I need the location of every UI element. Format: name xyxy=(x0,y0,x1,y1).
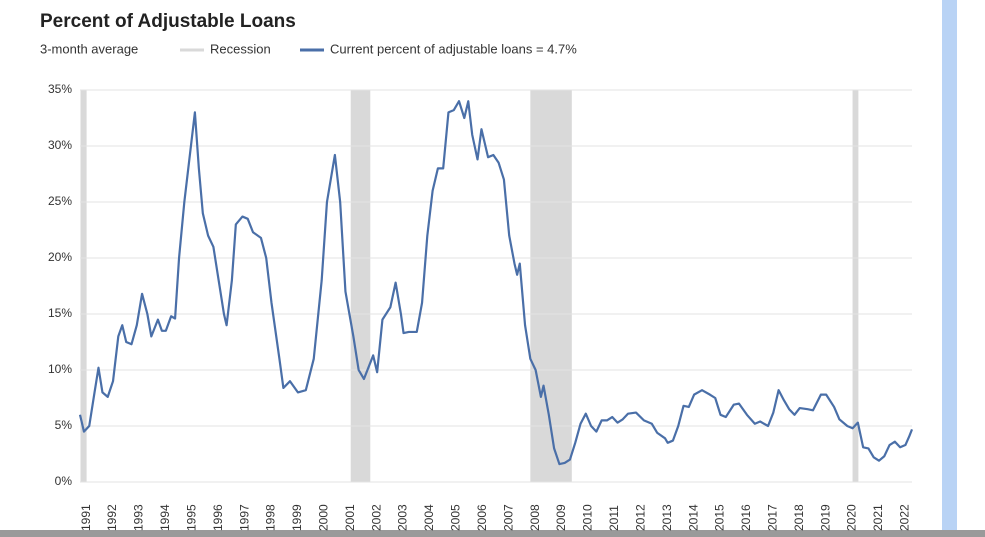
x-tick-label: 2017 xyxy=(766,504,780,531)
x-tick-label: 2002 xyxy=(369,504,383,531)
x-tick-label: 1991 xyxy=(79,504,93,531)
x-tick-label: 2010 xyxy=(581,504,595,531)
x-tick-label: 2008 xyxy=(528,504,542,531)
chart-title: Percent of Adjustable Loans xyxy=(40,11,296,32)
legend-label: Current percent of adjustable loans = 4.… xyxy=(330,41,577,56)
recession-band xyxy=(350,90,371,482)
x-tick-label: 1996 xyxy=(211,504,225,531)
x-tick-label: 2020 xyxy=(845,504,859,531)
recession-band xyxy=(530,90,572,482)
x-tick-label: 2004 xyxy=(422,504,436,531)
x-tick-label: 2018 xyxy=(792,504,806,531)
side-bar xyxy=(942,0,957,537)
x-tick-label: 2007 xyxy=(501,504,515,531)
legend-label: Recession xyxy=(210,41,271,56)
data-line xyxy=(78,100,914,466)
y-tick-label: 0% xyxy=(55,474,73,488)
x-tick-label: 2005 xyxy=(449,504,463,531)
recession-band xyxy=(852,90,859,482)
x-tick-label: 2000 xyxy=(316,504,330,531)
bottom-bar xyxy=(0,530,985,537)
x-tick-label: 2011 xyxy=(607,505,621,531)
y-tick-label: 15% xyxy=(48,306,72,320)
x-tick-label: 2006 xyxy=(475,504,489,531)
x-tick-label: 1994 xyxy=(158,504,172,531)
x-tick-label: 2016 xyxy=(739,504,753,531)
x-tick-label: 1995 xyxy=(184,504,198,531)
x-tick-label: 1993 xyxy=(132,504,146,531)
recession-band xyxy=(80,90,87,482)
x-tick-label: 2009 xyxy=(554,504,568,531)
x-tick-label: 2012 xyxy=(633,504,647,531)
x-tick-label: 1992 xyxy=(105,504,119,531)
subtitle: 3-month average xyxy=(40,41,138,56)
y-tick-label: 25% xyxy=(48,194,72,208)
x-tick-label: 2014 xyxy=(686,504,700,531)
x-tick-label: 2021 xyxy=(871,504,885,531)
x-tick-label: 2013 xyxy=(660,504,674,531)
y-tick-label: 20% xyxy=(48,250,72,264)
x-tick-label: 2022 xyxy=(898,504,912,531)
x-tick-label: 2019 xyxy=(818,504,832,531)
x-tick-label: 2003 xyxy=(396,504,410,531)
y-tick-label: 10% xyxy=(48,362,72,376)
x-tick-label: 2001 xyxy=(343,504,357,531)
x-tick-label: 1999 xyxy=(290,504,304,531)
x-tick-label: 2015 xyxy=(713,504,727,531)
x-tick-label: 1997 xyxy=(237,504,251,531)
y-tick-label: 30% xyxy=(48,138,72,152)
x-tick-label: 1998 xyxy=(264,504,278,531)
y-tick-label: 5% xyxy=(55,418,73,432)
y-tick-label: 35% xyxy=(48,82,72,96)
